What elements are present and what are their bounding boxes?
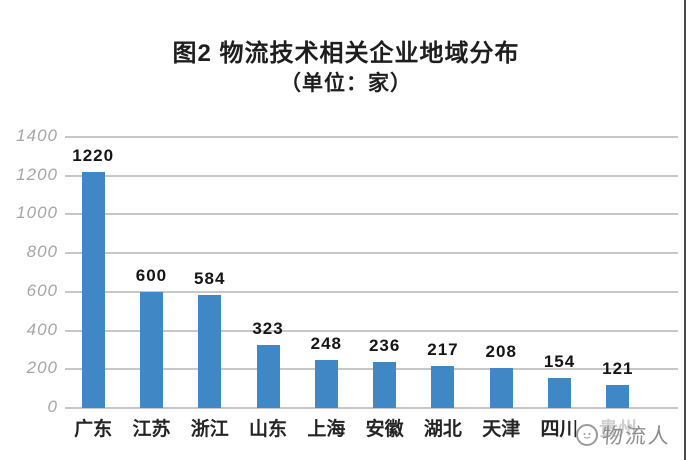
- bar-slot: 217: [414, 137, 472, 408]
- x-tick-label: 广东: [74, 419, 113, 440]
- bar-slot: 121: [589, 137, 647, 408]
- y-tick-label: 1400: [16, 126, 58, 145]
- chart-title: 图2 物流技术相关企业地域分布: [172, 40, 520, 67]
- bar: [139, 291, 163, 408]
- gridline: [65, 290, 678, 293]
- bar-value-label: 217: [427, 340, 459, 359]
- bar-value-label: 208: [485, 341, 517, 361]
- gridline: [65, 252, 678, 255]
- gridline: [65, 368, 678, 371]
- gridline: [65, 136, 678, 138]
- bar: [198, 294, 222, 408]
- y-tick-label: 200: [26, 358, 58, 378]
- bar: [314, 360, 338, 408]
- bar: [373, 362, 397, 408]
- bar: [548, 378, 572, 408]
- bar-slot: 248: [297, 137, 355, 408]
- bar: [256, 345, 280, 408]
- x-tick-label: 湖北: [423, 419, 462, 440]
- bar-value-label: 236: [368, 336, 401, 356]
- bar-value-label: 323: [252, 319, 284, 339]
- bar-value-label: 121: [602, 358, 634, 378]
- watermark-logo-icon: [576, 424, 598, 446]
- bars-row: 1220 600 584 323 248 236 217 208 154 121: [64, 137, 647, 408]
- bar: [81, 171, 105, 408]
- bar-slot: 600: [122, 137, 180, 408]
- bar-slot: 236: [355, 137, 413, 408]
- y-tick-label: 1200: [16, 164, 58, 184]
- bar: [606, 384, 630, 408]
- y-tick-label: 1000: [16, 203, 58, 223]
- y-tick-label: 0: [47, 397, 58, 416]
- right-edge-line: [684, 0, 686, 460]
- gridline: [65, 213, 678, 216]
- x-axis-labels: 广东江苏浙江山东上海安徽湖北天津四川贵州: [64, 414, 647, 441]
- bar-slot: 323: [239, 137, 297, 408]
- bar-value-label: 600: [135, 265, 168, 285]
- bar: [431, 366, 455, 408]
- bar-slot: 584: [181, 137, 239, 408]
- bar-value-label: 154: [543, 352, 576, 372]
- y-tick-label: 600: [26, 280, 58, 300]
- x-tick-label: 上海: [307, 419, 346, 440]
- watermark: 物流人: [576, 418, 682, 452]
- x-tick-label: 江苏: [132, 419, 171, 440]
- chart-subtitle: （单位：家）: [280, 72, 412, 95]
- bar-slot: 1220: [64, 137, 122, 408]
- doodle-face-icon: [583, 433, 591, 439]
- bar-value-label: 248: [310, 334, 343, 353]
- bar-slot: 154: [530, 137, 588, 408]
- watermark-text: 物流人: [601, 425, 672, 448]
- bar-value-label: 584: [194, 268, 226, 288]
- x-tick-label: 安徽: [365, 419, 404, 440]
- bar-value-label: 1220: [72, 145, 115, 165]
- gridline: [65, 174, 678, 177]
- gridline: [65, 407, 678, 409]
- bar: [489, 367, 513, 408]
- x-tick-label: 山东: [249, 419, 288, 440]
- y-tick-label: 800: [26, 242, 58, 262]
- y-tick-label: 400: [26, 319, 58, 339]
- gridline: [65, 329, 678, 332]
- bar-slot: 208: [472, 137, 530, 408]
- x-tick-label: 天津: [482, 419, 521, 440]
- x-tick-label: 四川: [540, 419, 579, 440]
- x-tick-label: 浙江: [190, 419, 229, 440]
